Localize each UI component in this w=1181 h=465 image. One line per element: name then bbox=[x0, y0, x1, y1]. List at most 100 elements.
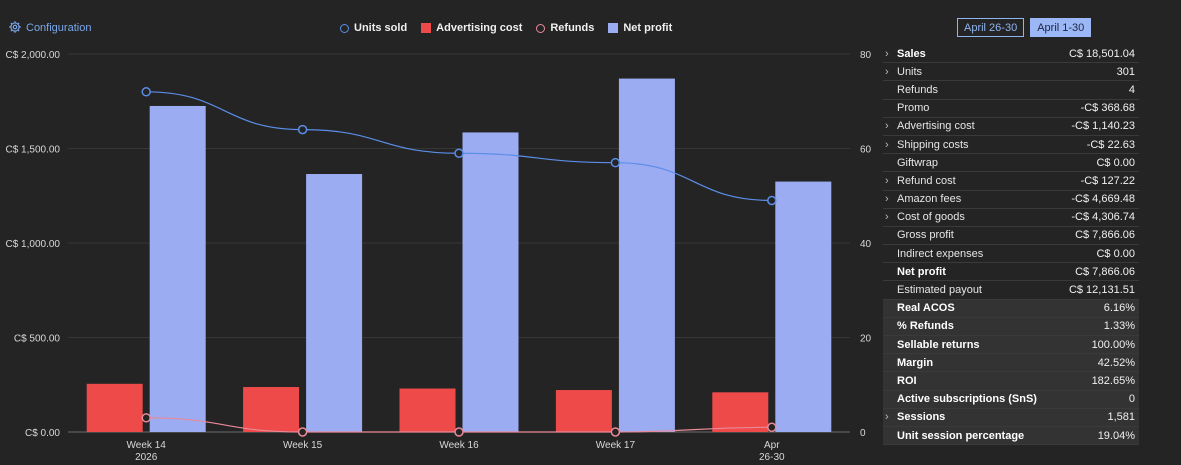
y-left-tick-label: C$ 2,000.00 bbox=[6, 50, 61, 61]
summary-row-label: › Refund cost bbox=[885, 175, 956, 187]
x-tick-label: Week 15 bbox=[283, 440, 323, 451]
summary-label-text: Active subscriptions (SnS) bbox=[897, 393, 1037, 406]
summary-row-label: Gross profit bbox=[885, 229, 954, 241]
x-tick-label: Week 16 bbox=[439, 440, 479, 451]
combo-chart: C$ 0.00 C$ 500.00 C$ 1,000.00 C$ 1,500.00 C$… bbox=[6, 50, 872, 463]
summary-value: C$ 7,866.06 bbox=[1075, 229, 1135, 242]
summary-value: C$ 7,866.06 bbox=[1075, 265, 1135, 278]
chart-legend: Units sold Advertising cost Refunds Net … bbox=[340, 20, 672, 36]
summary-label-text: Real ACOS bbox=[897, 302, 955, 315]
summary-value: -C$ 127.22 bbox=[1080, 174, 1135, 187]
summary-panel: › Sales C$ 18,501.04 › Units 301 Refunds 4 Promo… bbox=[883, 45, 1139, 446]
y-left-tick-label: C$ 1,000.00 bbox=[6, 239, 61, 250]
summary-row-gross-profit: Gross profit C$ 7,866.06 bbox=[883, 227, 1139, 246]
summary-label-text: Unit session percentage bbox=[897, 429, 1025, 442]
summary-row-label: Indirect expenses bbox=[885, 248, 983, 260]
chevron-right-icon[interactable]: › bbox=[885, 47, 889, 60]
legend-label: Advertising cost bbox=[436, 22, 523, 34]
summary-row-amazon-fees[interactable]: › Amazon fees -C$ 4,669.48 bbox=[883, 191, 1139, 209]
summary-row-refund-cost[interactable]: › Refund cost -C$ 127.22 bbox=[883, 172, 1139, 191]
summary-row-label: Active subscriptions (SnS) bbox=[885, 393, 1037, 405]
legend-label: Units sold bbox=[354, 22, 408, 34]
summary-value: 4 bbox=[1128, 83, 1135, 96]
line-units-sold bbox=[146, 91, 772, 202]
summary-label-text: Units bbox=[897, 65, 923, 78]
summary-row-net-profit: Net profit C$ 7,866.06 bbox=[883, 263, 1139, 282]
legend-item-refunds[interactable]: Refunds bbox=[536, 22, 594, 34]
y-left-tick-label: C$ 1,500.00 bbox=[6, 145, 61, 156]
point-units-sold bbox=[454, 148, 464, 158]
summary-value: 19.04% bbox=[1097, 429, 1135, 442]
legend-item-advertising-cost[interactable]: Advertising cost bbox=[421, 22, 522, 34]
summary-row-label: Giftwrap bbox=[885, 157, 938, 169]
legend-swatch-advertising-cost bbox=[421, 23, 432, 33]
summary-row-label: › Sessions bbox=[885, 411, 945, 423]
chevron-right-icon[interactable]: › bbox=[885, 120, 889, 133]
summary-value: C$ 18,501.04 bbox=[1068, 47, 1135, 60]
summary-row-promo: Promo -C$ 368.68 bbox=[883, 100, 1139, 118]
period-button-april-26-30[interactable]: April 26-30 bbox=[957, 18, 1025, 37]
summary-value: 301 bbox=[1116, 65, 1135, 78]
summary-row-refunds: % Refunds 1.33% bbox=[883, 317, 1139, 336]
summary-label-text: Cost of goods bbox=[897, 211, 965, 224]
summary-label-text: Sellable returns bbox=[897, 338, 980, 351]
chevron-right-icon[interactable]: › bbox=[885, 174, 889, 187]
summary-label-text: Giftwrap bbox=[897, 156, 938, 169]
chevron-right-icon[interactable]: › bbox=[885, 411, 889, 424]
summary-row-roi: ROI 182.65% bbox=[883, 372, 1139, 391]
y-right-tick-label: 20 bbox=[860, 334, 872, 345]
legend-label: Net profit bbox=[623, 22, 673, 34]
y-left-tick-label: C$ 500.00 bbox=[14, 334, 61, 345]
configuration-button[interactable]: Configuration bbox=[8, 20, 91, 36]
summary-row-advertising-cost[interactable]: › Advertising cost -C$ 1,140.23 bbox=[883, 118, 1139, 136]
bar-advertising-cost bbox=[243, 387, 300, 432]
summary-value: -C$ 22.63 bbox=[1086, 138, 1135, 151]
summary-label-text: Promo bbox=[897, 102, 930, 115]
configuration-label: Configuration bbox=[26, 22, 92, 34]
summary-value: C$ 0.00 bbox=[1096, 247, 1135, 260]
summary-row-label: › Advertising cost bbox=[885, 120, 975, 132]
point-refunds bbox=[454, 427, 464, 437]
chevron-right-icon[interactable]: › bbox=[885, 193, 889, 206]
period-button-april-1-30[interactable]: April 1-30 bbox=[1030, 18, 1092, 37]
summary-row-label: Promo bbox=[885, 102, 929, 114]
point-units-sold bbox=[610, 157, 621, 168]
summary-row-label: › Sales bbox=[885, 48, 926, 60]
summary-value: 0 bbox=[1128, 393, 1135, 406]
summary-label-text: Refund cost bbox=[897, 174, 956, 187]
summary-value: C$ 12,131.51 bbox=[1068, 284, 1135, 297]
summary-value: -C$ 1,140.23 bbox=[1071, 120, 1135, 133]
legend-swatch-net-profit bbox=[608, 23, 619, 33]
summary-row-label: % Refunds bbox=[885, 320, 954, 332]
summary-row-shipping-costs[interactable]: › Shipping costs -C$ 22.63 bbox=[883, 136, 1139, 155]
chevron-right-icon[interactable]: › bbox=[885, 65, 889, 78]
summary-row-label: Net profit bbox=[885, 266, 946, 278]
summary-row-cost-of-goods[interactable]: › Cost of goods -C$ 4,306.74 bbox=[883, 209, 1139, 227]
summary-row-active-subscriptions-sns: Active subscriptions (SnS) 0 bbox=[883, 390, 1139, 409]
summary-value: 182.65% bbox=[1091, 374, 1135, 387]
summary-row-sessions[interactable]: › Sessions 1,581 bbox=[883, 408, 1139, 427]
summary-row-sales[interactable]: › Sales C$ 18,501.04 bbox=[883, 45, 1139, 64]
summary-row-label: Estimated payout bbox=[885, 284, 982, 296]
summary-value: C$ 0.00 bbox=[1096, 156, 1135, 169]
summary-value: -C$ 368.68 bbox=[1080, 102, 1135, 115]
chevron-right-icon[interactable]: › bbox=[885, 138, 889, 151]
summary-label-text: Shipping costs bbox=[897, 138, 969, 151]
summary-label-text: Gross profit bbox=[897, 229, 954, 242]
point-refunds bbox=[610, 427, 621, 437]
summary-row-giftwrap: Giftwrap C$ 0.00 bbox=[883, 154, 1139, 173]
point-units-sold bbox=[141, 87, 151, 97]
summary-row-unit-session-percentage: Unit session percentage 19.04% bbox=[883, 426, 1139, 446]
summary-row-label: › Units bbox=[885, 66, 922, 78]
chevron-right-icon[interactable]: › bbox=[885, 211, 889, 224]
legend-label: Refunds bbox=[550, 22, 595, 34]
y-right-tick-label: 80 bbox=[860, 50, 872, 61]
legend-item-net-profit[interactable]: Net profit bbox=[608, 22, 672, 34]
summary-row-margin: Margin 42.52% bbox=[883, 354, 1139, 373]
summary-label-text: Indirect expenses bbox=[897, 247, 984, 260]
legend-item-units-sold[interactable]: Units sold bbox=[340, 22, 407, 34]
summary-row-label: ROI bbox=[885, 375, 917, 387]
summary-row-units[interactable]: › Units 301 bbox=[883, 63, 1139, 82]
bar-net-profit bbox=[775, 181, 832, 432]
summary-row-sellable-returns: Sellable returns 100.00% bbox=[883, 336, 1139, 355]
